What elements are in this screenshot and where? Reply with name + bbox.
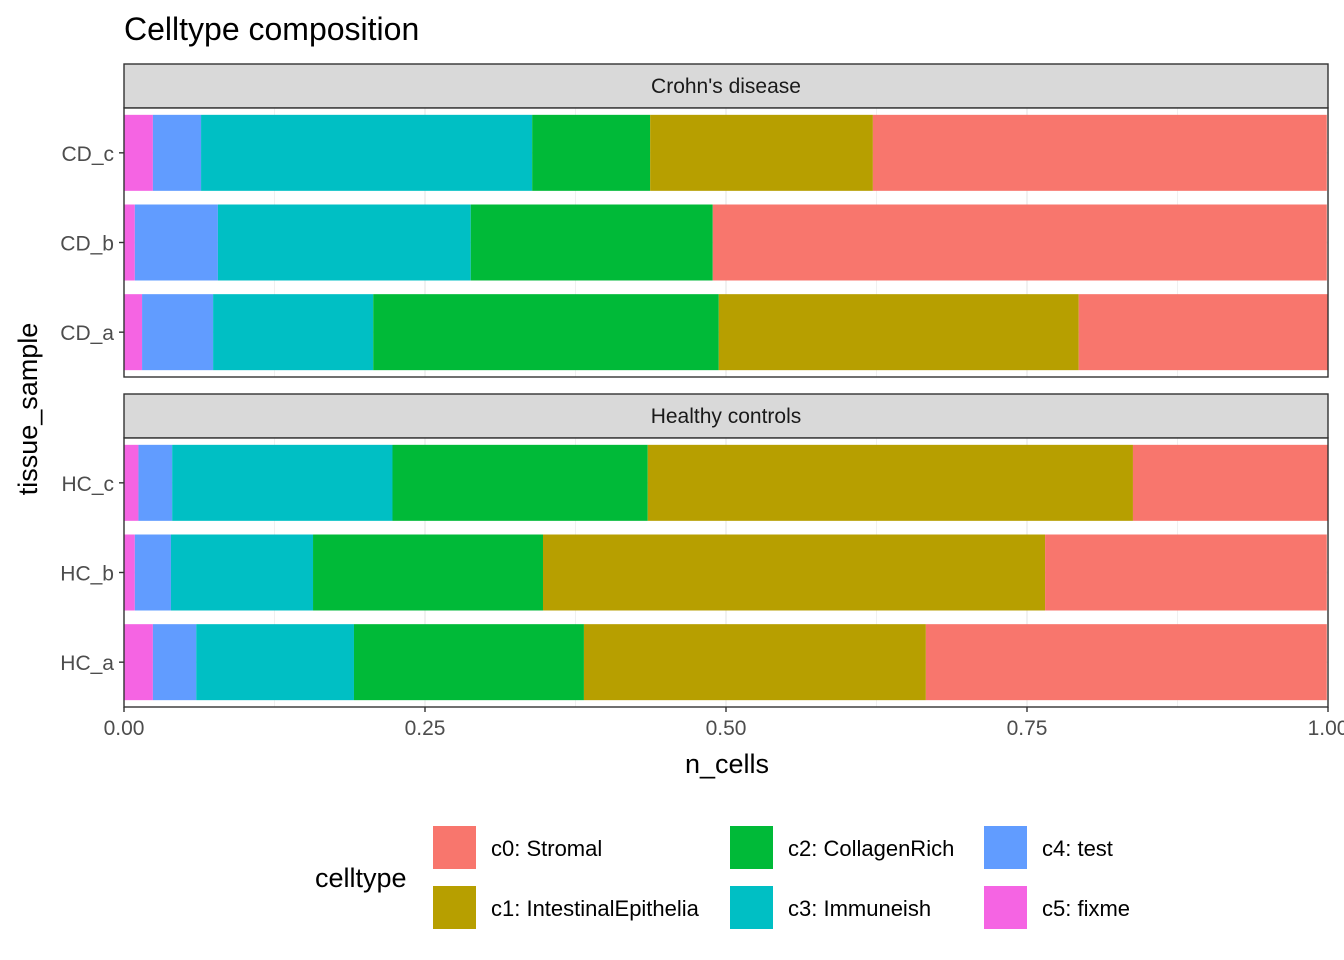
facet-panel: Healthy controls HC_c HC_b HC_a bbox=[60, 393, 1329, 708]
bar-segment bbox=[217, 204, 471, 281]
legend-label: c4: test bbox=[1042, 836, 1113, 861]
bar-segment bbox=[1132, 444, 1328, 521]
y-tick-label: HC_b bbox=[60, 563, 114, 586]
facet-panel: Crohn's disease CD_c CD_b CD_a bbox=[60, 63, 1329, 378]
legend-label: c0: Stromal bbox=[491, 836, 602, 861]
bar-segment bbox=[124, 294, 143, 371]
legend-key bbox=[433, 886, 476, 929]
bar-segment bbox=[124, 204, 135, 281]
bar-segment bbox=[152, 624, 197, 701]
x-tick-label: 0.50 bbox=[706, 717, 747, 740]
legend-item: c5: fixme bbox=[984, 886, 1130, 929]
bar-segment bbox=[650, 114, 873, 191]
facet-strip-label: Healthy controls bbox=[651, 405, 802, 428]
bar-segment bbox=[134, 204, 218, 281]
bar-segment bbox=[170, 534, 314, 611]
y-axis-title: tissue_sample bbox=[13, 323, 43, 496]
bar-segment bbox=[138, 444, 173, 521]
legend-item: c4: test bbox=[984, 826, 1113, 869]
facet-strip bbox=[123, 63, 1329, 109]
bar-segment bbox=[373, 294, 719, 371]
legend-item: c1: IntestinalEpithelia bbox=[433, 886, 700, 929]
bar-segment bbox=[1078, 294, 1328, 371]
bar-segment bbox=[142, 294, 214, 371]
bar-segment bbox=[124, 624, 153, 701]
x-tick-label: 0.75 bbox=[1007, 717, 1048, 740]
bar-segment bbox=[470, 204, 713, 281]
legend-label: c5: fixme bbox=[1042, 896, 1130, 921]
bar-segment bbox=[313, 534, 543, 611]
legend-label: c1: IntestinalEpithelia bbox=[491, 896, 700, 921]
legend-item: c2: CollagenRich bbox=[730, 826, 954, 869]
legend-key bbox=[984, 886, 1027, 929]
bar-segment bbox=[134, 534, 171, 611]
bar-segment bbox=[124, 444, 139, 521]
bar-segment bbox=[196, 624, 354, 701]
legend-label: c2: CollagenRich bbox=[788, 836, 954, 861]
bar-segment bbox=[532, 114, 651, 191]
bar-segment bbox=[1045, 534, 1327, 611]
bar-segment bbox=[542, 534, 1046, 611]
bar-segment bbox=[124, 534, 135, 611]
bar-segment bbox=[392, 444, 648, 521]
x-tick-label: 0.00 bbox=[104, 717, 145, 740]
bar-segment bbox=[353, 624, 584, 701]
legend-key bbox=[730, 886, 773, 929]
legend-key bbox=[730, 826, 773, 869]
bar-segment bbox=[201, 114, 533, 191]
bar-segment bbox=[925, 624, 1327, 701]
bar-segment bbox=[124, 114, 153, 191]
legend-key bbox=[433, 826, 476, 869]
facet-panels: Crohn's disease CD_c CD_b CD_a Healthy contr… bbox=[60, 63, 1329, 708]
y-tick-label: HC_a bbox=[60, 652, 114, 675]
legend-title: celltype bbox=[315, 863, 407, 893]
y-tick-label: CD_a bbox=[60, 322, 114, 345]
facet-strip bbox=[123, 393, 1329, 439]
bar-segment bbox=[718, 294, 1079, 371]
legend-label: c3: Immuneish bbox=[788, 896, 931, 921]
bar-segment bbox=[647, 444, 1133, 521]
bar-segment bbox=[583, 624, 926, 701]
bar-segment bbox=[152, 114, 202, 191]
y-tick-label: HC_c bbox=[61, 473, 114, 496]
x-tick-label: 1.00 bbox=[1308, 717, 1344, 740]
bar-segment bbox=[872, 114, 1327, 191]
legend-key bbox=[984, 826, 1027, 869]
y-tick-label: CD_c bbox=[61, 143, 114, 166]
panel-border bbox=[123, 107, 1329, 378]
bar-segment bbox=[213, 294, 374, 371]
legend-item: c3: Immuneish bbox=[730, 886, 931, 929]
facet-strip-label: Crohn's disease bbox=[651, 75, 801, 98]
legend: celltype c0: Stromal c1: IntestinalEpithe… bbox=[315, 826, 1130, 929]
chart-title: Celltype composition bbox=[124, 11, 419, 47]
legend-item: c0: Stromal bbox=[433, 826, 602, 869]
x-axis: 0.00 0.25 0.50 0.75 1.00 bbox=[104, 707, 1344, 740]
bar-segment bbox=[712, 204, 1327, 281]
bar-segment bbox=[172, 444, 393, 521]
y-tick-label: CD_b bbox=[60, 233, 114, 256]
x-axis-title: n_cells bbox=[685, 749, 769, 779]
x-tick-label: 0.25 bbox=[405, 717, 446, 740]
